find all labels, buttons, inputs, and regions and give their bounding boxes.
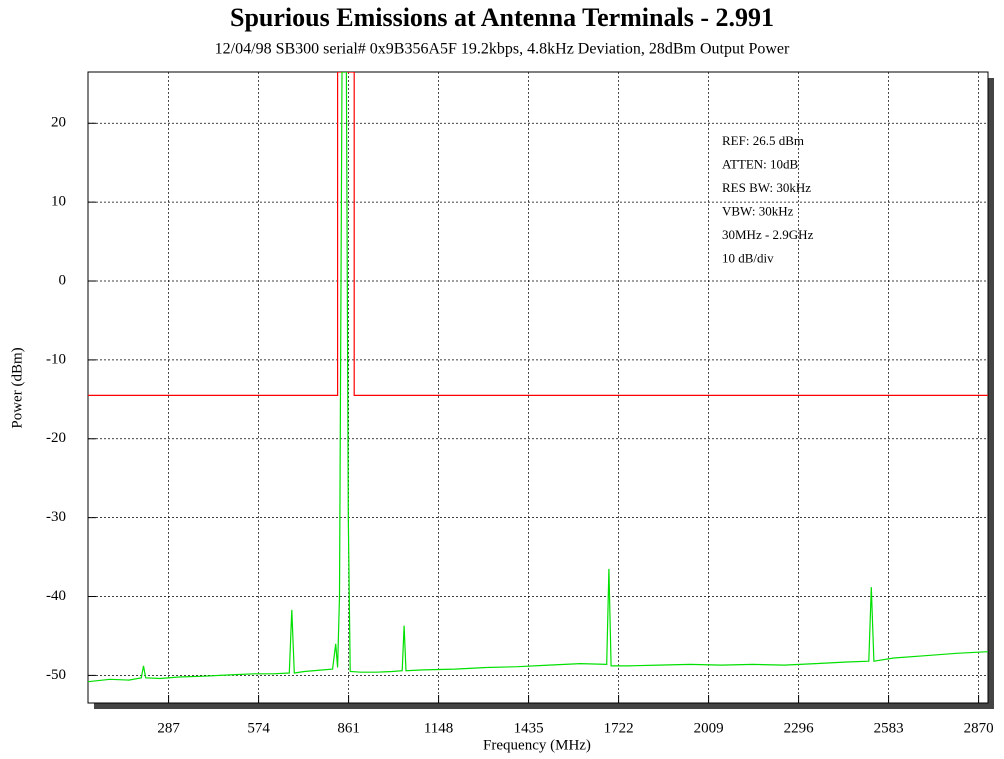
x-tick-label: 861 (337, 720, 360, 736)
x-tick-label: 1722 (604, 720, 634, 736)
x-tick-label: 574 (247, 720, 270, 736)
y-tick-label: -50 (46, 667, 66, 683)
annotation: REF: 26.5 dBm (722, 133, 804, 148)
plot-area (87, 71, 989, 704)
x-tick-label: 2296 (784, 720, 815, 736)
annotation: VBW: 30kHz (722, 203, 794, 218)
x-tick-label: 1148 (424, 720, 453, 736)
chart-subtitle: 12/04/98 SB300 serial# 0x9B356A5F 19.2kb… (215, 41, 790, 58)
series-line (88, 72, 988, 683)
x-tick-label: 287 (157, 720, 180, 736)
y-tick-label: -10 (46, 351, 66, 367)
y-tick-label: -40 (46, 588, 66, 604)
annotation: RES BW: 30kHz (722, 180, 811, 195)
x-tick-label: 2009 (694, 720, 724, 736)
annotation: 30MHz - 2.9GHz (722, 227, 814, 242)
annotation: 10 dB/div (722, 250, 774, 265)
y-tick-label: 10 (51, 194, 66, 210)
y-tick-label: -30 (46, 509, 66, 525)
y-axis-label: Power (dBm) (9, 347, 25, 428)
y-tick-label: 20 (51, 115, 66, 131)
y-tick-label: 0 (59, 272, 67, 288)
y-tick-label: -20 (46, 430, 66, 446)
x-axis-label: Frequency (MHz) (483, 737, 591, 753)
chart-title: Spurious Emissions at Antenna Terminals … (230, 3, 774, 32)
x-tick-label: 2870 (964, 720, 994, 736)
x-tick-label: 1435 (514, 720, 544, 736)
annotation: ATTEN: 10dB (722, 156, 799, 171)
x-tick-label: 2583 (874, 720, 904, 736)
series-line (88, 72, 988, 396)
